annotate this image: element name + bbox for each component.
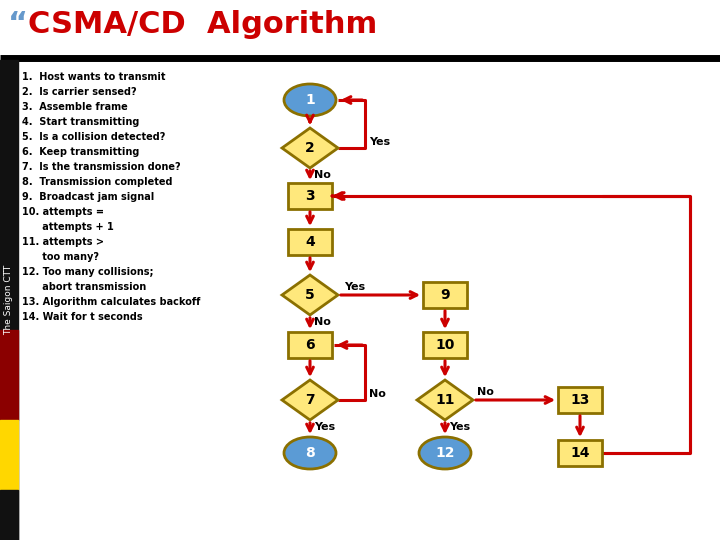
Text: 11. attempts >: 11. attempts >	[22, 237, 104, 247]
Text: 6: 6	[305, 338, 315, 352]
Text: 12: 12	[436, 446, 455, 460]
Polygon shape	[282, 275, 338, 315]
Bar	[288, 229, 332, 255]
Text: too many?: too many?	[22, 252, 99, 262]
Text: Yes: Yes	[449, 422, 470, 432]
Text: attempts + 1: attempts + 1	[22, 222, 114, 232]
Bar	[288, 332, 332, 358]
Text: Yes: Yes	[314, 422, 335, 432]
Polygon shape	[282, 128, 338, 168]
Text: 9.  Broadcast jam signal: 9. Broadcast jam signal	[22, 192, 154, 202]
Text: 2.  Is carrier sensed?: 2. Is carrier sensed?	[22, 87, 137, 97]
Text: 4: 4	[305, 235, 315, 249]
Bar	[0, 330, 18, 420]
Bar	[0, 60, 18, 540]
Text: Yes: Yes	[369, 137, 390, 147]
Ellipse shape	[419, 437, 471, 469]
Text: 1.  Host wants to transmit: 1. Host wants to transmit	[22, 72, 166, 82]
Text: 5: 5	[305, 288, 315, 302]
Text: 12. Too many collisions;: 12. Too many collisions;	[22, 267, 153, 277]
Text: abort transmission: abort transmission	[22, 282, 146, 292]
Text: 2: 2	[305, 141, 315, 155]
Text: 5.  Is a collision detected?: 5. Is a collision detected?	[22, 132, 166, 142]
Text: 3.  Assemble frame: 3. Assemble frame	[22, 102, 127, 112]
Text: 7.  Is the transmission done?: 7. Is the transmission done?	[22, 162, 181, 172]
Text: 13: 13	[570, 393, 590, 407]
Text: 6.  Keep transmitting: 6. Keep transmitting	[22, 147, 140, 157]
Text: No: No	[477, 387, 494, 397]
Text: 10: 10	[436, 338, 455, 352]
Polygon shape	[282, 380, 338, 420]
Text: 14: 14	[570, 446, 590, 460]
Ellipse shape	[284, 84, 336, 116]
Text: No: No	[369, 389, 386, 399]
Bar	[288, 183, 332, 209]
Text: No: No	[314, 170, 331, 180]
Text: 8.  Transmission completed: 8. Transmission completed	[22, 177, 173, 187]
Text: 10. attempts =: 10. attempts =	[22, 207, 104, 217]
Text: 13. Algorithm calculates backoff: 13. Algorithm calculates backoff	[22, 297, 200, 307]
Bar	[558, 440, 602, 466]
Bar	[0, 490, 18, 540]
Text: No: No	[314, 317, 331, 327]
Text: Yes: Yes	[344, 282, 365, 292]
Bar	[0, 420, 18, 490]
Text: “: “	[8, 10, 28, 39]
Text: 3: 3	[305, 189, 315, 203]
Bar	[558, 387, 602, 413]
Text: CSMA/CD  Algorithm: CSMA/CD Algorithm	[28, 10, 377, 39]
Bar	[423, 332, 467, 358]
Bar	[423, 282, 467, 308]
Text: 1: 1	[305, 93, 315, 107]
Text: 7: 7	[305, 393, 315, 407]
Text: 4.  Start transmitting: 4. Start transmitting	[22, 117, 140, 127]
Text: 11: 11	[436, 393, 455, 407]
Text: 8: 8	[305, 446, 315, 460]
Text: 14. Wait for t seconds: 14. Wait for t seconds	[22, 312, 143, 322]
Ellipse shape	[284, 437, 336, 469]
Text: The Saigon CTT: The Saigon CTT	[4, 265, 14, 335]
Text: 9: 9	[440, 288, 450, 302]
Polygon shape	[417, 380, 473, 420]
